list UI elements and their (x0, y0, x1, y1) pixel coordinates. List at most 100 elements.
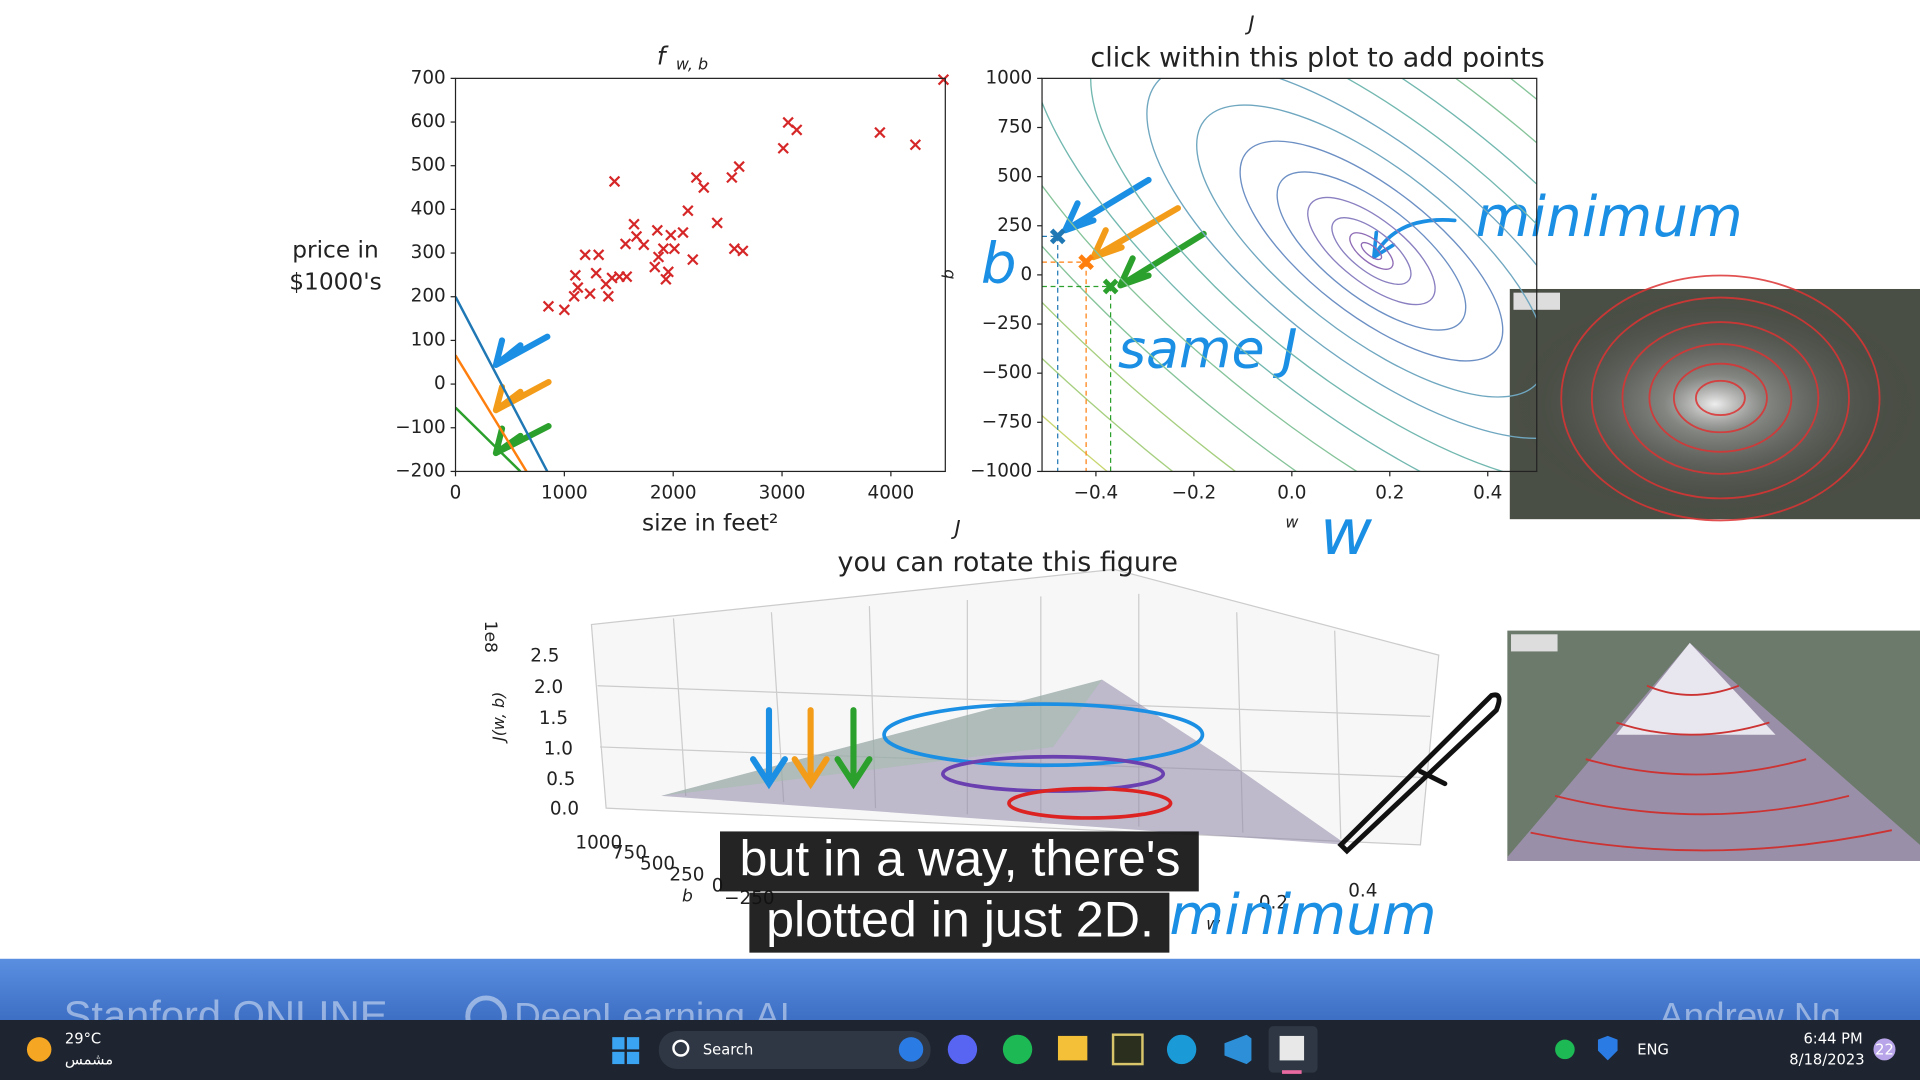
data-point (651, 224, 663, 237)
data-point (698, 181, 710, 194)
clock-time[interactable]: 6:44 PM (1803, 1031, 1862, 1048)
notification-count[interactable]: 22 (1875, 1042, 1894, 1059)
data-point (687, 253, 699, 266)
data-point (608, 175, 621, 188)
data-point (542, 300, 555, 313)
surface-plot (590, 568, 1440, 846)
z-scale: 1e8 (480, 621, 500, 653)
data-point (660, 273, 672, 285)
data-point (682, 205, 694, 217)
y-axis-label: price in (292, 237, 378, 264)
x-tick-label: 0.2 (1375, 482, 1404, 503)
search-label[interactable]: Search (703, 1042, 753, 1059)
x-tick-label: 1000 (541, 482, 588, 503)
contour-line (1331, 217, 1412, 285)
model-line (455, 296, 549, 472)
data-point (1102, 278, 1119, 295)
model-line (455, 354, 528, 472)
y-tick-label: 400 (411, 198, 446, 219)
z-tick-label: 0.0 (550, 798, 579, 819)
banner (0, 958, 1920, 1020)
guide-line (1042, 235, 1059, 472)
x-tick-label: 2000 (650, 482, 697, 503)
data-point (737, 245, 749, 257)
data-point (733, 160, 745, 173)
plot-frame (1041, 77, 1538, 473)
y-tick-label: −250 (982, 313, 1032, 334)
data-point (1049, 228, 1066, 245)
annotation: minimum (1169, 883, 1436, 948)
clock-date[interactable]: 8/18/2023 (1789, 1051, 1864, 1068)
b-tick-label: 500 (640, 853, 675, 874)
x-tick-label: 4000 (868, 482, 915, 503)
data-point (690, 171, 703, 184)
annotation: b (981, 232, 1017, 297)
model-line (455, 406, 522, 472)
contour-title: J (1244, 11, 1254, 35)
annotation: minimum (1476, 185, 1743, 250)
x-tick-label: 3000 (759, 482, 806, 503)
y-tick-label: 100 (411, 329, 446, 350)
taskbar-apps[interactable] (947, 1026, 1318, 1074)
annotation: same J (1118, 317, 1298, 380)
data-point (579, 249, 591, 261)
data-point (638, 239, 650, 251)
b-tick-label: 0 (712, 876, 724, 897)
data-point (665, 229, 677, 241)
x-axis-label: size in feet² (642, 510, 778, 537)
data-point (728, 243, 741, 255)
data-point (791, 124, 803, 136)
data-point (726, 171, 738, 184)
w-axis-label: w (1206, 914, 1221, 934)
y-tick-label: −100 (395, 417, 445, 438)
annotation: w (1320, 496, 1373, 570)
weather-desc[interactable]: مشمس (65, 1051, 113, 1068)
language[interactable]: ENG (1637, 1042, 1669, 1059)
b-axis-label: b (682, 886, 693, 906)
guide-line (1042, 285, 1112, 472)
data-point (590, 267, 602, 279)
y-tick-label: 700 (411, 67, 446, 88)
data-point (628, 218, 640, 230)
surface-subtitle: you can rotate this figure (838, 547, 1178, 578)
fuji-top-image (1509, 274, 1920, 522)
weather-icon[interactable] (26, 1037, 52, 1062)
contour-line (1307, 196, 1436, 306)
y-tick-label: 300 (411, 242, 446, 263)
y-axis-label: $1000's (289, 268, 381, 295)
data-point (621, 270, 633, 283)
z-tick-label: 0.5 (546, 769, 575, 790)
contour-line (1042, 78, 1537, 472)
surface-title: J (950, 516, 960, 540)
data-point (668, 243, 681, 255)
arrows (492, 176, 1502, 855)
b-tick-label: 250 (669, 865, 704, 886)
caption-line: plotted in just 2D. (766, 892, 1154, 948)
x-tick-label: −0.2 (1172, 482, 1217, 503)
x-tick-label: 0.0 (1277, 482, 1306, 503)
scatter-title: f (657, 42, 669, 71)
data-point (937, 74, 950, 86)
data-point (657, 243, 670, 255)
caption-line: but in a way, there's (739, 830, 1180, 886)
z-tick-label: 2.0 (534, 677, 563, 698)
y-tick-label: −750 (982, 411, 1032, 432)
start-button[interactable] (612, 1037, 640, 1065)
x-tick-label: 0.4 (1473, 482, 1502, 503)
data-point (558, 304, 571, 316)
y-tick-label: −200 (395, 460, 445, 481)
y-tick-label: 200 (411, 286, 446, 307)
search-box[interactable] (658, 1031, 931, 1069)
data-point (602, 290, 615, 302)
weather-temp[interactable]: 29°C (65, 1031, 101, 1048)
y-tick-label: 500 (997, 166, 1032, 187)
data-point (584, 288, 596, 300)
w-tick-label: 0.4 (1348, 880, 1377, 901)
b-tick-label: 750 (612, 842, 647, 863)
y-tick-label: −500 (982, 362, 1032, 383)
data-point (649, 261, 661, 273)
b-tick-label: 1000 (575, 833, 622, 854)
data-point (569, 269, 582, 282)
y-tick-label: 0 (434, 373, 446, 394)
